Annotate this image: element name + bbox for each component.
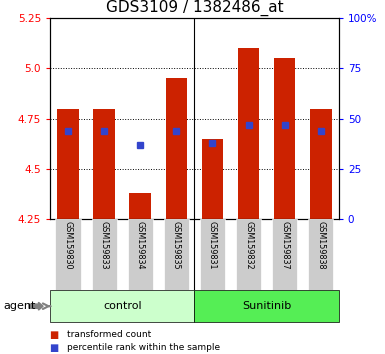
Bar	[50, 290, 194, 322]
Bar	[236, 219, 261, 290]
Text: transformed count: transformed count	[67, 330, 152, 339]
Bar	[310, 109, 331, 219]
Bar	[272, 219, 297, 290]
Bar	[166, 78, 187, 219]
Text: agent: agent	[4, 301, 36, 311]
Text: percentile rank within the sample: percentile rank within the sample	[67, 343, 221, 352]
Bar	[92, 219, 117, 290]
Bar	[238, 48, 259, 219]
Text: GSM159831: GSM159831	[208, 221, 217, 269]
Bar	[308, 219, 333, 290]
Text: GSM159834: GSM159834	[136, 221, 145, 269]
Text: Sunitinib: Sunitinib	[242, 301, 291, 311]
Bar	[164, 219, 189, 290]
Bar	[194, 290, 339, 322]
Text: GSM159838: GSM159838	[316, 221, 325, 269]
Bar	[57, 109, 79, 219]
Text: control: control	[103, 301, 142, 311]
Text: GSM159835: GSM159835	[172, 221, 181, 269]
Text: ■: ■	[50, 343, 62, 353]
Bar	[129, 193, 151, 219]
Title: GDS3109 / 1382486_at: GDS3109 / 1382486_at	[105, 0, 283, 16]
Bar	[200, 219, 225, 290]
Bar	[128, 219, 153, 290]
Bar	[94, 109, 115, 219]
Bar	[274, 58, 296, 219]
Bar	[202, 139, 223, 219]
Text: GSM159833: GSM159833	[100, 221, 109, 269]
Text: GSM159830: GSM159830	[64, 221, 73, 269]
Text: GSM159832: GSM159832	[244, 221, 253, 269]
Bar	[55, 219, 81, 290]
Text: ■: ■	[50, 330, 62, 339]
Text: GSM159837: GSM159837	[280, 221, 289, 269]
